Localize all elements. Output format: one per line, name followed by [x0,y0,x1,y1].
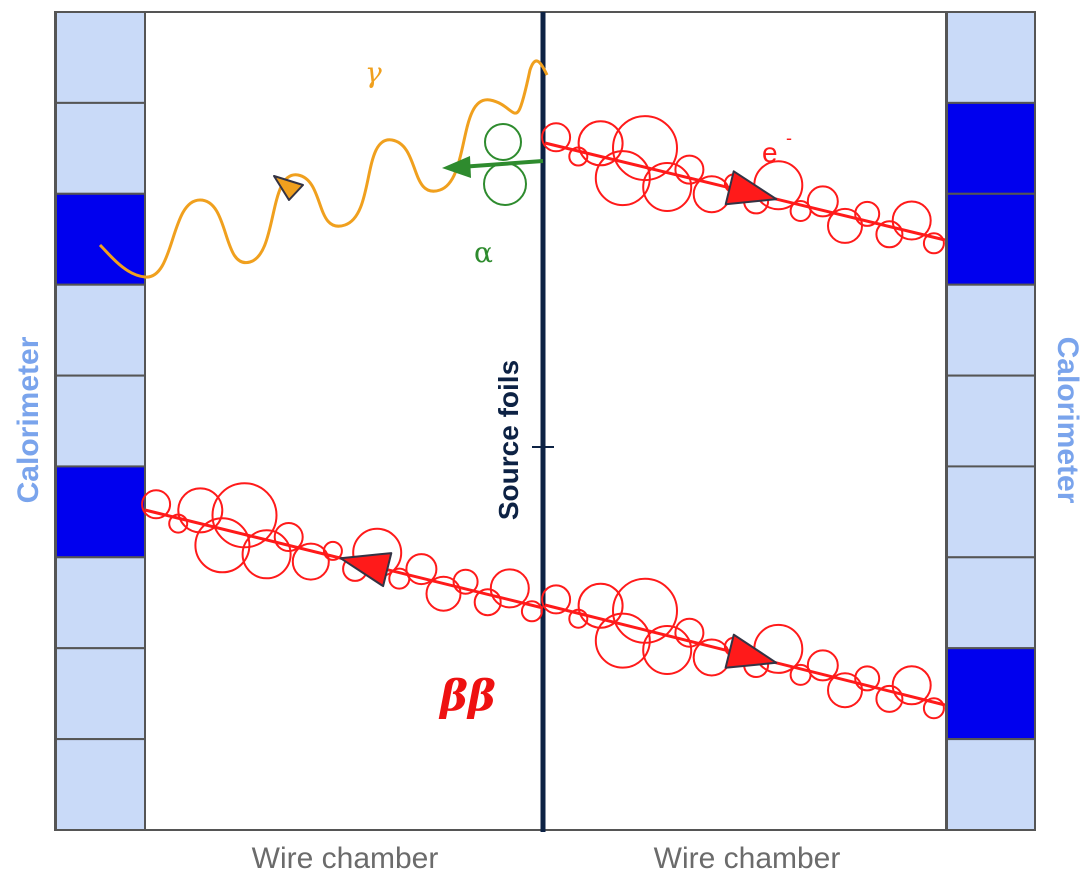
drift-circle [541,584,572,615]
drift-circle [405,553,438,586]
right-calorimeter-block [945,101,1036,195]
drift-circle [425,575,462,612]
drift-circle [875,220,904,249]
right-calorimeter [945,11,1036,831]
right-calorimeter-label: Calorimeter [1051,337,1084,504]
electron-arrow-icon [339,552,393,588]
gamma-label: γ [365,56,382,89]
drift-circle [674,154,705,185]
drift-circle [577,582,624,629]
right-calorimeter-block [945,738,1036,831]
drift-circle [541,122,572,153]
drift-circle [177,487,224,534]
left-calorimeter-block [55,192,146,286]
electron-charge-label: - [786,128,792,148]
electron-arrow-icon [724,633,778,669]
gamma-arrow-icon [273,175,304,201]
drift-circle [141,489,172,520]
drift-circle [194,517,251,574]
double-beta-label: ββ [438,671,496,720]
electron-label: e [762,137,778,168]
right-calorimeter-block [945,374,1036,468]
drift-circle [489,568,530,609]
electron-arrow-icon [724,170,778,206]
drift-circle [854,665,881,692]
drift-circle [322,540,343,561]
alpha-arrow-icon [442,156,471,178]
drift-circle [520,600,543,623]
electron-tracks [141,115,946,720]
drift-circle [891,665,932,706]
left-calorimeter-block [55,647,146,741]
left-calorimeter-block [55,374,146,468]
left-calorimeter-label: Calorimeter [12,336,45,503]
source-foils-label: Source foils [493,360,524,520]
drift-circle [875,684,904,713]
drift-circle [473,588,502,617]
drift-circle [806,185,839,218]
alpha-label: α [474,236,493,269]
left-calorimeter-block [55,556,146,650]
right-calorimeter-block [945,11,1036,104]
drift-circle [922,232,945,255]
gamma-track [98,59,549,279]
left-calorimeter-block [55,738,146,831]
drift-circle [891,200,932,241]
drift-circle [674,617,705,648]
drift-circle [452,568,479,595]
drift-circle [642,625,693,675]
drift-circle [273,522,304,552]
drift-circle [291,542,330,581]
left-calorimeter-block [55,11,146,104]
right-calorimeter-block [945,556,1036,650]
drift-circle [594,150,651,207]
left-wire-chamber-label: Wire chamber [252,842,439,875]
drift-circle [854,200,881,227]
drift-circle [594,612,651,669]
right-calorimeter-block [945,465,1036,559]
drift-circle [806,649,839,682]
left-calorimeter [55,11,146,831]
right-calorimeter-block [945,192,1036,286]
left-calorimeter-block [55,465,146,559]
alpha-direction-line [459,159,544,169]
drift-circle [241,529,292,580]
alpha-track [442,123,544,206]
left-calorimeter-block [55,101,146,195]
drift-circle [827,207,863,244]
right-calorimeter-block [945,647,1036,741]
right-wire-chamber-label: Wire chamber [654,842,841,875]
right-calorimeter-block [945,283,1036,377]
left-calorimeter-block [55,283,146,377]
drift-circle [922,697,945,720]
drift-circle [577,120,624,167]
alpha-hit-circle [484,123,522,161]
drift-circle [642,162,693,212]
